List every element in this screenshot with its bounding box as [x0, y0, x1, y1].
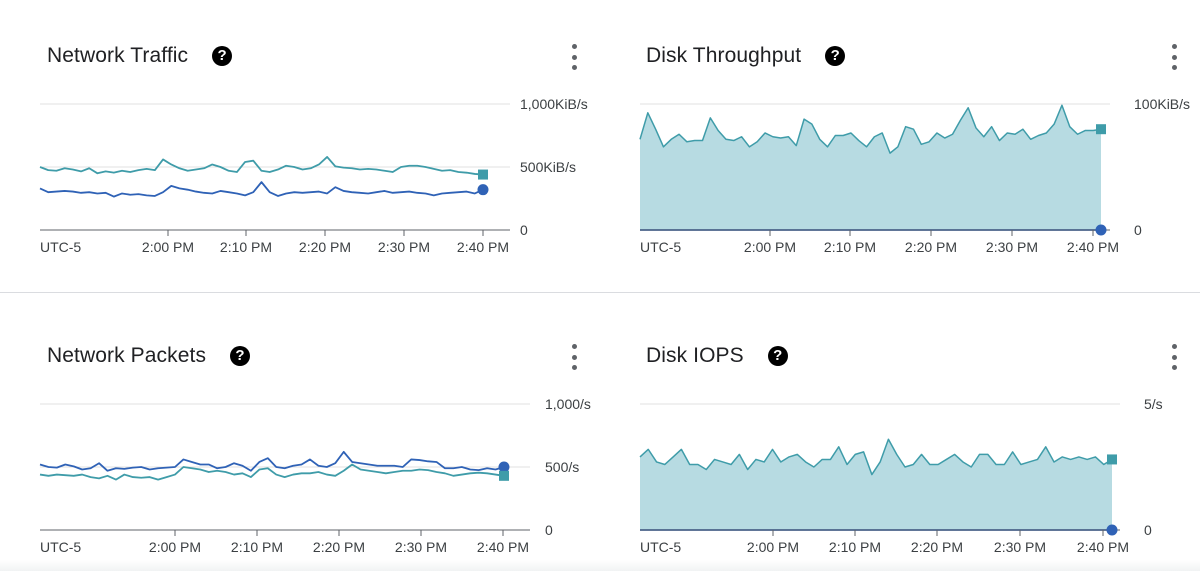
x-tick-label: 2:20 PM [911, 539, 963, 555]
panel-title: Disk Throughput ? [646, 44, 846, 68]
panel-title-text: Disk IOPS [646, 344, 744, 367]
x-tick-label: 2:00 PM [747, 539, 799, 555]
series-end-marker [1106, 524, 1118, 536]
disk-throughput-panel: Disk Throughput ? 100KiB/s 0 UTC-5 2:00 PM 2… [600, 0, 1200, 285]
y-tick-label: 0 [520, 222, 528, 238]
x-tick-label: 2:30 PM [378, 239, 430, 255]
y-tick-label: 500/s [545, 459, 579, 475]
series-line [639, 438, 1113, 476]
series-line [39, 181, 484, 198]
x-tick-label: 2:00 PM [744, 239, 796, 255]
x-tick-label: 2:40 PM [457, 239, 509, 255]
x-tick-label: 2:20 PM [313, 539, 365, 555]
network-packets-panel: Network Packets ? 1,000/s 500/s 0 UTC-5 2:00… [0, 286, 600, 571]
y-tick-label: 1,000/s [545, 396, 591, 412]
x-tick-label: 2:00 PM [149, 539, 201, 555]
x-tick-label: UTC-5 [40, 239, 81, 255]
x-tick-label: 2:30 PM [395, 539, 447, 555]
series-end-marker [478, 169, 488, 180]
y-tick-label: 0 [545, 522, 553, 538]
x-tick-label: UTC-5 [640, 239, 681, 255]
network-traffic-panel: Network Traffic ? 1,000KiB/s 500KiB/s 0 UTC… [0, 0, 600, 285]
disk-iops-panel: Disk IOPS ? 5/s 0 UTC-5 2:00 PM 2:10 PM 2:20 … [600, 286, 1200, 571]
help-circle-icon[interactable]: ? [767, 346, 788, 366]
help-circle-icon[interactable]: ? [212, 46, 233, 66]
panel-title-text: Network Traffic [47, 44, 189, 67]
disk-iops-chart: 5/s 0 UTC-5 2:00 PM 2:10 PM 2:20 PM 2:30 PM 2:4… [639, 396, 1163, 555]
x-tick-label: 2:10 PM [231, 539, 283, 555]
series-end-marker [477, 184, 489, 196]
bottom-edge [0, 560, 1200, 571]
panel-title: Network Traffic ? [47, 44, 233, 68]
y-tick-label: 500KiB/s [520, 159, 576, 175]
panel-title-text: Disk Throughput [646, 44, 802, 67]
x-tick-label: 2:10 PM [829, 539, 881, 555]
series-end-marker [499, 470, 509, 481]
series-line [639, 104, 1102, 154]
network-traffic-chart: 1,000KiB/s 500KiB/s 0 UTC-5 2:00 PM 2:10 PM 2:… [39, 96, 588, 255]
x-tick-label: 2:40 PM [477, 539, 529, 555]
series-line [39, 463, 505, 481]
panel-title: Disk IOPS ? [646, 344, 788, 368]
x-tick-label: 2:40 PM [1067, 239, 1119, 255]
x-tick-label: 2:30 PM [986, 239, 1038, 255]
x-tick-label: 2:10 PM [824, 239, 876, 255]
disk-throughput-chart: 100KiB/s 0 UTC-5 2:00 PM 2:10 PM 2:20 PM 2:30 … [639, 96, 1190, 255]
x-tick-label: 2:10 PM [220, 239, 272, 255]
section-divider [0, 292, 1200, 293]
panel-title-text: Network Packets [47, 344, 207, 367]
x-tick-label: UTC-5 [640, 539, 681, 555]
more-vert-icon[interactable] [1170, 344, 1178, 370]
help-circle-icon[interactable]: ? [230, 346, 251, 366]
help-circle-icon[interactable]: ? [825, 46, 846, 66]
x-tick-label: 2:00 PM [142, 239, 194, 255]
y-tick-label: 0 [1144, 522, 1152, 538]
y-tick-label: 100KiB/s [1134, 96, 1190, 112]
y-tick-label: 0 [1134, 222, 1142, 238]
more-vert-icon[interactable] [570, 44, 578, 70]
x-tick-label: 2:20 PM [299, 239, 351, 255]
network-packets-chart: 1,000/s 500/s 0 UTC-5 2:00 PM 2:10 PM 2:20 PM 2… [39, 396, 591, 555]
y-tick-label: 5/s [1144, 396, 1163, 412]
y-tick-label: 1,000KiB/s [520, 96, 588, 112]
x-tick-label: UTC-5 [40, 539, 81, 555]
series-line [39, 450, 505, 472]
panel-title: Network Packets ? [47, 344, 251, 368]
series-end-marker [1095, 224, 1107, 236]
more-vert-icon[interactable] [1170, 44, 1178, 70]
x-tick-label: 2:40 PM [1077, 539, 1129, 555]
x-tick-label: 2:30 PM [994, 539, 1046, 555]
x-tick-label: 2:20 PM [905, 239, 957, 255]
more-vert-icon[interactable] [570, 344, 578, 370]
series-line [39, 156, 484, 176]
series-end-marker [1096, 124, 1106, 135]
series-end-marker [1107, 454, 1117, 465]
series-area [640, 105, 1101, 230]
series-end-marker [498, 461, 510, 473]
